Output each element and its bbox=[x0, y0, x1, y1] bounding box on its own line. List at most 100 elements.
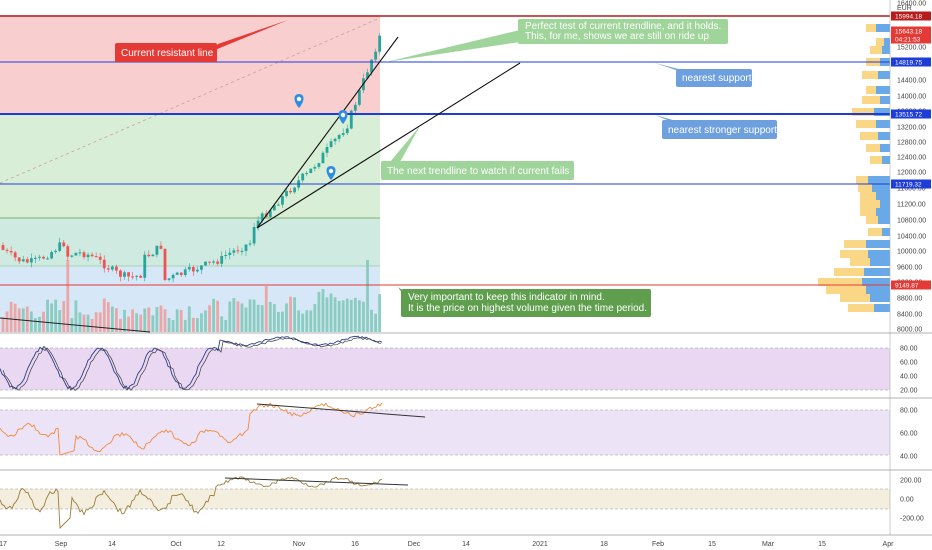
candle-body bbox=[349, 110, 353, 129]
candlesticks bbox=[1, 32, 382, 283]
cci-pane[interactable] bbox=[0, 476, 890, 530]
support-zone bbox=[0, 113, 380, 218]
candle-body bbox=[143, 254, 147, 278]
volume-profile-bar bbox=[866, 24, 876, 32]
location-marker-icon[interactable] bbox=[326, 166, 336, 180]
volume-profile-bar bbox=[882, 46, 890, 54]
volume-profile-bar bbox=[862, 96, 880, 104]
candle-body bbox=[374, 51, 377, 60]
volume-bar bbox=[297, 310, 301, 332]
price-tag bbox=[891, 26, 931, 36]
time-axis[interactable]: 17 Sep 14 Oct 12 Nov 16 Dec 14 2021 18 Feb 15 Mar 15 Ap… bbox=[0, 541, 894, 548]
price-axis[interactable]: EUR 16400.0015200.0014400.0014000.001360… bbox=[889, 0, 931, 535]
price-tag bbox=[891, 280, 931, 290]
price-tag-text: 14819.75 bbox=[895, 59, 922, 66]
price-tick-label: 11200.00 bbox=[897, 202, 926, 209]
rsi-pane[interactable] bbox=[0, 402, 890, 456]
candle-body bbox=[370, 59, 373, 73]
candle-body bbox=[50, 252, 53, 259]
volume-bar bbox=[317, 291, 321, 332]
volume-profile-bar bbox=[880, 200, 890, 208]
stochastic-tick-label: 20.00 bbox=[900, 388, 918, 395]
volume-profile-bar bbox=[858, 184, 872, 192]
old-downtrend-line bbox=[0, 317, 151, 333]
candle-body bbox=[54, 250, 58, 253]
cci-divergence-line[interactable] bbox=[224, 477, 409, 486]
volume-profile-bar bbox=[860, 208, 876, 216]
price-tag-text: 15994.18 bbox=[895, 13, 922, 20]
current-trendline[interactable] bbox=[256, 36, 399, 229]
volume-bar bbox=[123, 309, 126, 332]
rsi-tick-label: 60.00 bbox=[900, 431, 918, 438]
volume-bar bbox=[163, 309, 167, 332]
volume-bar bbox=[127, 316, 130, 332]
price-tick-label: 15200.00 bbox=[897, 45, 926, 52]
annotation-volume-note[interactable]: Very important to keep this indicator in… bbox=[398, 287, 651, 317]
volume-profile-bar bbox=[878, 71, 890, 79]
time-label: 14 bbox=[462, 541, 470, 548]
candle-body bbox=[208, 261, 211, 263]
candle-body bbox=[272, 205, 276, 211]
volume-bar bbox=[74, 300, 78, 332]
candle-body bbox=[70, 255, 74, 257]
annotation-resistant-line[interactable]: Current resistant line bbox=[115, 20, 288, 62]
candle-body bbox=[131, 276, 134, 278]
time-label: Feb bbox=[652, 541, 664, 548]
time-label: Sep bbox=[55, 541, 68, 548]
volume-bar bbox=[272, 304, 276, 332]
volume-bar bbox=[187, 306, 191, 332]
annotation-next-trendline[interactable]: The next trendline to watch if current f… bbox=[381, 126, 574, 180]
volume-bar bbox=[50, 303, 53, 332]
location-marker-icon[interactable] bbox=[338, 110, 348, 124]
annotation-text: The next trendline to watch if current f… bbox=[387, 166, 569, 177]
volume-profile-bar bbox=[868, 250, 890, 258]
volume-bar bbox=[29, 311, 33, 332]
volume-bar bbox=[236, 301, 240, 332]
price-pane[interactable]: Current resistant line Perfect test of c… bbox=[0, 15, 890, 333]
volume-bar bbox=[374, 313, 377, 332]
volume-bar bbox=[252, 299, 256, 332]
volume-bar bbox=[139, 314, 143, 332]
price-tick-label: 12000.00 bbox=[897, 170, 926, 177]
volume-bar bbox=[102, 298, 106, 332]
annotation-stronger-support[interactable]: nearest stronger support bbox=[655, 115, 777, 139]
candle-body bbox=[147, 254, 151, 257]
annotation-nearest-support[interactable]: nearest support bbox=[655, 63, 752, 87]
time-label: 16 bbox=[351, 541, 359, 548]
stochastic-pane[interactable] bbox=[0, 335, 890, 391]
volume-bar bbox=[212, 298, 215, 332]
candle-body bbox=[256, 220, 260, 228]
time-label: Dec bbox=[408, 541, 421, 548]
rsi-divergence-line[interactable] bbox=[256, 403, 426, 418]
volume-profile-bar bbox=[876, 24, 890, 32]
location-marker-icon[interactable] bbox=[294, 94, 304, 108]
candle-body bbox=[163, 248, 167, 280]
price-tag-text: 04:21:53 bbox=[895, 36, 921, 43]
volume-profile-bar bbox=[840, 294, 870, 302]
candle-body bbox=[187, 267, 191, 270]
price-tick-label: 10400.00 bbox=[897, 234, 926, 241]
candle-body bbox=[9, 250, 13, 253]
volume-profile-bar bbox=[862, 278, 890, 286]
volume-bar bbox=[183, 319, 187, 332]
candle-body bbox=[90, 254, 94, 257]
currency-label: EUR bbox=[897, 5, 912, 12]
candle-body bbox=[289, 190, 292, 193]
volume-bar bbox=[208, 305, 211, 332]
volume-bar bbox=[228, 301, 232, 332]
volume-bar bbox=[86, 314, 90, 332]
volume-bar bbox=[167, 317, 171, 332]
time-label: 15 bbox=[708, 541, 716, 548]
volume-profile-bar bbox=[860, 132, 878, 140]
candle-body bbox=[358, 90, 361, 105]
candle-body bbox=[119, 270, 122, 277]
next-trendline[interactable] bbox=[256, 62, 521, 229]
volume-bar bbox=[9, 301, 13, 332]
candle-body bbox=[115, 266, 118, 271]
candle-body bbox=[74, 252, 78, 256]
volume-bar bbox=[244, 307, 248, 332]
annotation-trendline-test[interactable]: Perfect test of current trendline, and i… bbox=[386, 19, 728, 62]
annotation-text: nearest stronger support bbox=[668, 125, 777, 136]
